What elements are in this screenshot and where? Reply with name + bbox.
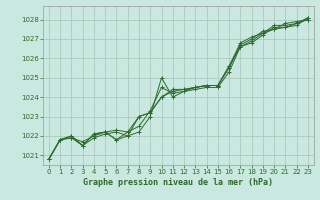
X-axis label: Graphe pression niveau de la mer (hPa): Graphe pression niveau de la mer (hPa) <box>84 178 273 187</box>
